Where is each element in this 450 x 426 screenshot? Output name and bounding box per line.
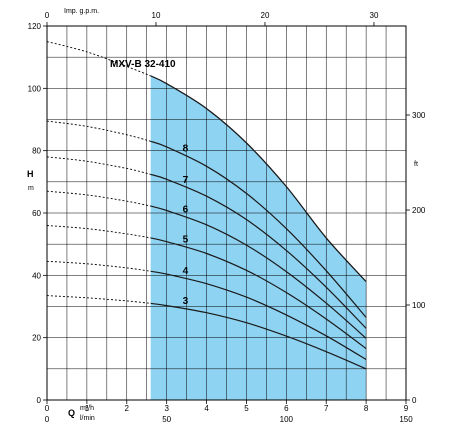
curve-label-8: 8 bbox=[183, 144, 189, 155]
curve-dashed-MXV-B-32-410 bbox=[46, 41, 151, 77]
bottom-axis-unit-lmin: l/min bbox=[80, 415, 95, 422]
bottom-lmin-tick-label: 100 bbox=[280, 415, 294, 424]
chart-title: MXV-B 32-410 bbox=[110, 59, 176, 70]
curve-dashed-3 bbox=[46, 295, 151, 304]
bottom-tick-label: 3 bbox=[164, 404, 169, 413]
bottom-tick-label: 7 bbox=[324, 404, 329, 413]
left-axis-unit: m bbox=[28, 185, 34, 192]
curve-label-5: 5 bbox=[183, 235, 189, 246]
bottom-tick-label: 0 bbox=[45, 404, 50, 413]
curve-7 bbox=[150, 173, 367, 329]
top-axis-label: Imp. g.p.m. bbox=[64, 8, 99, 15]
bottom-axis-unit-m3h: m³/h bbox=[80, 405, 94, 412]
curve-dashed-4 bbox=[46, 260, 151, 272]
bottom-tick-label: 5 bbox=[244, 404, 249, 413]
curve-5 bbox=[150, 237, 367, 350]
curve-label-7: 7 bbox=[183, 175, 189, 186]
top-tick-label: 10 bbox=[152, 11, 161, 20]
curve-label-3: 3 bbox=[183, 296, 189, 307]
bottom-tick-label: 9 bbox=[404, 404, 409, 413]
curve-6 bbox=[150, 205, 367, 339]
left-tick-label: 20 bbox=[32, 334, 41, 343]
left-axis-label: H bbox=[27, 169, 34, 179]
left-tick-label: 80 bbox=[32, 147, 41, 156]
curve-4 bbox=[150, 270, 367, 361]
curve-dashed-8 bbox=[46, 120, 151, 142]
left-tick-label: 100 bbox=[28, 84, 42, 93]
right-tick-label: 100 bbox=[412, 301, 426, 310]
top-tick-label: 30 bbox=[370, 11, 379, 20]
curve-dashed-7 bbox=[46, 156, 151, 175]
bottom-tick-label: 1 bbox=[85, 404, 90, 413]
curve-3 bbox=[150, 302, 367, 370]
bottom-tick-label: 2 bbox=[125, 404, 130, 413]
operating-range-area bbox=[150, 75, 367, 401]
bottom-tick-label: 6 bbox=[284, 404, 289, 413]
curve-8 bbox=[150, 140, 367, 318]
top-tick-label: 20 bbox=[261, 11, 270, 20]
bottom-tick-label: 8 bbox=[364, 404, 369, 413]
curve-dashed-5 bbox=[46, 225, 151, 239]
left-tick-label: 120 bbox=[28, 22, 42, 31]
left-tick-label: 40 bbox=[32, 271, 41, 280]
right-tick-label: 0 bbox=[412, 396, 417, 405]
bottom-lmin-tick-label: 0 bbox=[45, 415, 50, 424]
curve-label-6: 6 bbox=[183, 205, 189, 216]
bottom-tick-label: 4 bbox=[204, 404, 209, 413]
top-tick-label: 0 bbox=[45, 11, 50, 20]
right-tick-label: 300 bbox=[412, 111, 426, 120]
bottom-lmin-tick-label: 150 bbox=[399, 415, 413, 424]
right-tick-label: 200 bbox=[412, 206, 426, 215]
curve-MXV-B-32-410 bbox=[150, 75, 367, 283]
bottom-lmin-tick-label: 50 bbox=[162, 415, 171, 424]
right-axis-label: ft bbox=[414, 161, 418, 168]
curve-dashed-6 bbox=[46, 190, 151, 207]
bottom-axis-label: Q bbox=[68, 408, 75, 418]
left-tick-label: 0 bbox=[37, 396, 42, 405]
curve-label-4: 4 bbox=[183, 266, 189, 277]
left-tick-label: 60 bbox=[32, 209, 41, 218]
